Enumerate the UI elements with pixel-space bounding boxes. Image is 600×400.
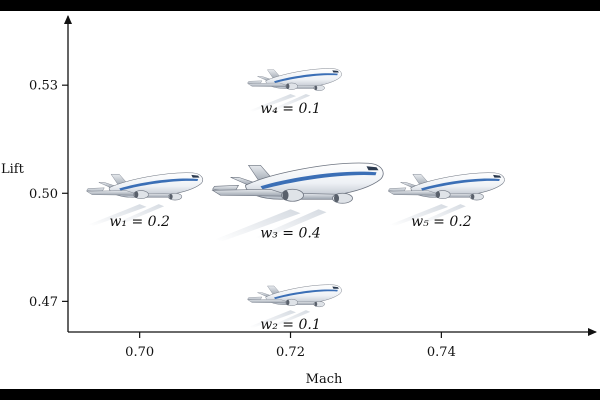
- weight-label: w₁ = 0.2: [109, 214, 170, 230]
- x-tick-label: 0.74: [427, 345, 456, 360]
- y-tick-label: 0.47: [29, 295, 58, 310]
- weight-label: w₃ = 0.4: [260, 225, 321, 241]
- airplane-icon: [247, 284, 342, 328]
- weight-label: w₅ = 0.2: [411, 214, 472, 230]
- diagram-frame: Lift Mach 0.53 0.50 0.47 0.70 0.72 0.74 …: [0, 11, 600, 389]
- airplane-points: [85, 68, 505, 328]
- mach-lift-diagram: Lift Mach 0.53 0.50 0.47 0.70 0.72 0.74 …: [1, 15, 597, 387]
- airplane-icon: [211, 162, 384, 242]
- x-tick-label: 0.70: [125, 345, 154, 360]
- airplane-icon: [247, 68, 342, 112]
- tick-marks: [62, 84, 442, 338]
- y-tick-label: 0.50: [29, 187, 58, 202]
- airplane-icon: [387, 172, 505, 226]
- x-tick-label: 0.72: [276, 345, 305, 360]
- x-axis-label: Mach: [306, 372, 343, 387]
- y-tick-label: 0.53: [29, 79, 58, 94]
- weight-label: w₂ = 0.1: [260, 317, 321, 333]
- airplane-icon: [85, 172, 203, 226]
- weight-label: w₄ = 0.1: [260, 101, 321, 117]
- y-axis-label: Lift: [1, 162, 25, 177]
